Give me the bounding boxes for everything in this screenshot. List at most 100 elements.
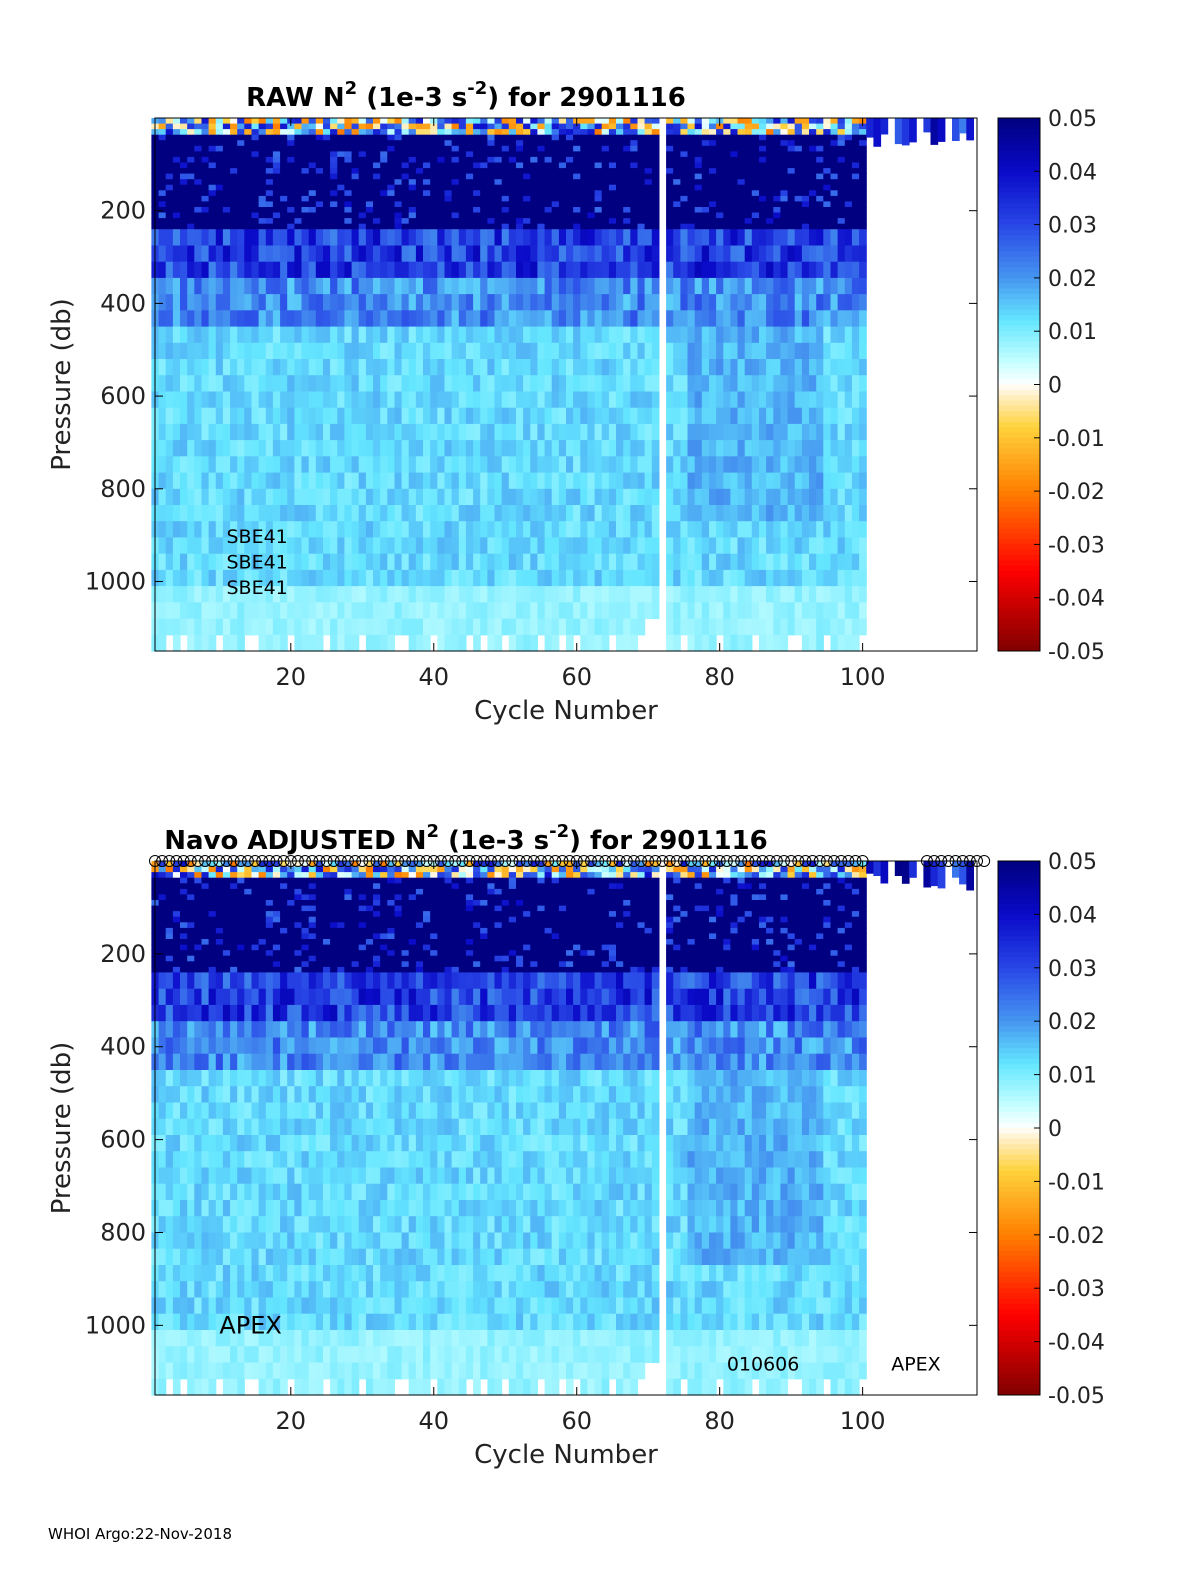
heatmap-cell (666, 586, 674, 603)
heatmap-cell (780, 140, 789, 147)
heatmap-cell (265, 423, 274, 441)
heatmap-cell (415, 140, 424, 147)
heatmap-cell (315, 618, 324, 636)
heatmap-cell (201, 407, 210, 425)
heatmap-cell (859, 569, 867, 587)
heatmap-cell (187, 972, 195, 990)
heatmap-cell (180, 375, 188, 392)
heatmap-cell (816, 618, 824, 636)
heatmap-cell (222, 310, 231, 328)
heatmap-cell (194, 310, 202, 328)
heatmap-cell (751, 229, 760, 246)
heatmap-cell (401, 423, 410, 441)
heatmap-cell (344, 342, 353, 360)
heatmap-cell (465, 423, 474, 441)
heatmap-cell (601, 218, 610, 225)
heatmap-cell (415, 179, 424, 186)
heatmap-cell (909, 118, 917, 143)
heatmap-cell (244, 184, 252, 191)
heatmap-cell (580, 162, 588, 169)
heatmap-cell (330, 151, 338, 158)
heatmap-cell (230, 342, 238, 360)
heatmap-cell (523, 162, 531, 169)
heatmap-cell (666, 326, 674, 344)
heatmap-cell (501, 310, 510, 328)
heatmap-cell (780, 472, 789, 490)
heatmap-cell (516, 488, 524, 506)
heatmap-cell (551, 118, 560, 125)
heatmap-cell (487, 173, 496, 180)
heatmap-cell (537, 134, 546, 141)
heatmap-cell (337, 168, 345, 175)
heatmap-cell (644, 472, 653, 490)
heatmap-cell (651, 342, 660, 360)
heatmap-cell (201, 440, 210, 457)
heatmap-cell (787, 212, 796, 219)
heatmap-cell (666, 423, 674, 441)
heatmap-cell (244, 553, 252, 571)
heatmap-cell (701, 168, 710, 175)
heatmap-cell (623, 521, 631, 538)
heatmap-cell (823, 391, 831, 409)
heatmap-cell (830, 342, 839, 360)
heatmap-cell (580, 407, 588, 425)
heatmap-cell (480, 375, 488, 392)
heatmap-cell (608, 223, 617, 230)
heatmap-cell (623, 190, 631, 197)
heatmap-cell (165, 129, 174, 136)
heatmap-cell (666, 162, 674, 169)
heatmap-cell (723, 537, 731, 555)
heatmap-cell (737, 118, 746, 125)
heatmap-cell (394, 407, 403, 425)
heatmap-cell (730, 162, 739, 169)
heatmap-cell (344, 156, 353, 164)
colorbar-segment (998, 453, 1040, 460)
heatmap-cell (473, 151, 481, 158)
heatmap-cell (730, 537, 739, 555)
heatmap-cell (423, 245, 431, 263)
heatmap-cell (608, 521, 617, 538)
y-axis-label: Pressure (db) (47, 298, 77, 471)
heatmap-cell (687, 553, 696, 571)
heatmap-cell (408, 207, 417, 214)
heatmap-cell (458, 456, 467, 474)
heatmap-cell (187, 521, 195, 538)
heatmap-cell (844, 553, 853, 571)
heatmap-cell (608, 342, 617, 360)
heatmap-cell (537, 456, 546, 474)
heatmap-cell (816, 195, 824, 203)
heatmap-cell (759, 173, 767, 180)
heatmap-cell (158, 123, 167, 130)
heatmap-cell (244, 223, 252, 230)
heatmap-cell (172, 521, 181, 538)
heatmap-cell (194, 342, 202, 360)
heatmap-cell (687, 407, 696, 425)
heatmap-cell (494, 537, 503, 555)
heatmap-cell (301, 134, 310, 141)
heatmap-cell (637, 134, 646, 141)
heatmap-cell (351, 359, 360, 376)
heatmap-cell (215, 229, 224, 246)
heatmap-cell (208, 326, 217, 344)
heatmap-cell (201, 229, 210, 246)
heatmap-cell (716, 521, 724, 538)
heatmap-cell (809, 162, 817, 169)
heatmap-cell (780, 218, 789, 225)
heatmap-cell (766, 505, 774, 522)
heatmap-cell (365, 537, 374, 555)
heatmap-cell (230, 634, 238, 652)
heatmap-cell (280, 391, 288, 409)
heatmap-cell (709, 168, 717, 175)
heatmap-cell (201, 201, 210, 208)
heatmap-cell (172, 261, 181, 279)
heatmap-cell (773, 472, 781, 490)
heatmap-cell (709, 134, 717, 141)
heatmap-cell (830, 423, 839, 441)
heatmap-cell (766, 162, 774, 169)
heatmap-cell (280, 118, 288, 125)
heatmap-cell (158, 1362, 167, 1380)
heatmap-cell (523, 129, 531, 136)
heatmap-cell (809, 391, 817, 409)
heatmap-cell (237, 553, 245, 571)
heatmap-cell (294, 537, 303, 555)
